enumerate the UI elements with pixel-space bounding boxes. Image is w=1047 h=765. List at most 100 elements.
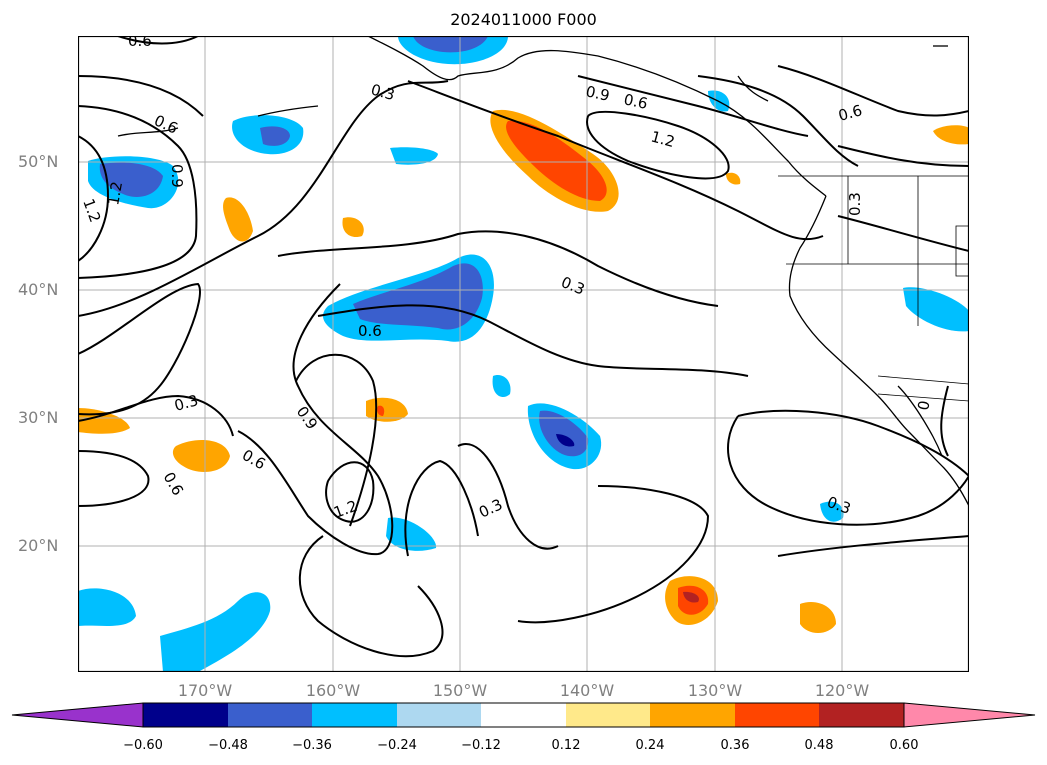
coastline bbox=[367, 36, 827, 197]
contour-label: 0.6 bbox=[151, 111, 180, 137]
coastline bbox=[897, 385, 943, 457]
colorbar-segment bbox=[650, 703, 735, 727]
contour-label: 0.6 bbox=[836, 101, 864, 125]
contour-line bbox=[78, 80, 449, 317]
coastline bbox=[257, 105, 319, 117]
contour-label: 0.9 bbox=[168, 164, 186, 188]
negative-anomaly-region bbox=[390, 147, 438, 165]
colorbar-tick: 0.24 bbox=[635, 738, 665, 753]
lon-label: 160°W bbox=[305, 681, 361, 700]
colorbar-extend-low bbox=[11, 702, 144, 728]
contour-label: 1.2 bbox=[79, 196, 104, 225]
lat-label: 20°N bbox=[18, 536, 59, 555]
colorbar-segment bbox=[566, 703, 650, 727]
colorbar-tick: −0.48 bbox=[208, 738, 248, 753]
contour-line bbox=[407, 80, 824, 241]
map-border bbox=[78, 36, 969, 672]
contour-label: 0.3 bbox=[846, 192, 864, 216]
positive-anomaly-region bbox=[683, 591, 699, 603]
negative-anomaly-region bbox=[386, 517, 437, 551]
lon-label: 150°W bbox=[432, 681, 488, 700]
contour-line bbox=[298, 535, 444, 658]
graticule bbox=[78, 36, 969, 672]
colorbar-tick: −0.36 bbox=[292, 738, 332, 753]
lat-label: 50°N bbox=[18, 152, 59, 171]
contour-line bbox=[78, 75, 204, 117]
contour-line bbox=[697, 75, 859, 167]
contour-label: 1.2 bbox=[331, 497, 360, 522]
contour-line bbox=[837, 145, 969, 167]
contour-line bbox=[325, 461, 375, 523]
contour-label: 0.3 bbox=[369, 80, 397, 104]
positive-anomaly-region bbox=[377, 405, 385, 416]
positive-anomaly-region bbox=[223, 197, 253, 242]
positive-anomaly-region bbox=[172, 440, 230, 472]
contour-label: 1.2 bbox=[104, 180, 126, 207]
colorbar-segment bbox=[735, 703, 819, 727]
map-panel: 0.6 0.6 0.3 0.9 0.6 1.2 0.6 1.2 0.9 1.2 … bbox=[78, 36, 969, 672]
colorbar-tick: 0.48 bbox=[804, 738, 834, 753]
negative-anomaly-region bbox=[539, 410, 589, 457]
contour-label: 0.6 bbox=[239, 446, 269, 474]
lat-label: 30°N bbox=[18, 408, 59, 427]
lon-label: 130°W bbox=[687, 681, 743, 700]
negative-anomaly-region bbox=[260, 126, 290, 146]
positive-anomaly-region bbox=[78, 408, 130, 434]
state-border bbox=[955, 225, 969, 277]
colorbar-tick: −0.12 bbox=[461, 738, 501, 753]
colorbar-segment bbox=[228, 703, 312, 727]
contour-line bbox=[837, 215, 969, 252]
lat-label: 40°N bbox=[18, 280, 59, 299]
positive-anomaly-region bbox=[342, 217, 364, 238]
contour-line bbox=[78, 394, 234, 437]
lon-label: 140°W bbox=[559, 681, 615, 700]
contour-line bbox=[78, 135, 110, 262]
figure-title: 2024011000 F000 bbox=[450, 10, 597, 29]
contour-line bbox=[727, 415, 969, 526]
contour-line bbox=[404, 459, 479, 557]
contour-label-layer: 0.6 0.6 0.3 0.9 0.6 1.2 0.6 1.2 0.9 1.2 … bbox=[79, 36, 933, 522]
contour-layer bbox=[78, 36, 969, 658]
contour-line bbox=[78, 450, 150, 507]
contour-line bbox=[237, 283, 394, 556]
contour-line bbox=[777, 65, 969, 117]
negative-anomaly-region bbox=[903, 287, 969, 332]
contour-label: 0.9 bbox=[584, 82, 611, 105]
contour-label: 0 bbox=[914, 399, 933, 412]
negative-anomaly-region bbox=[820, 501, 844, 522]
positive-anomaly-region bbox=[933, 125, 969, 145]
negative-anomaly-region bbox=[99, 162, 163, 197]
contour-label: 0.6 bbox=[160, 469, 188, 499]
colorbar-tick: 0.60 bbox=[889, 738, 919, 753]
contour-label: 0.9 bbox=[293, 403, 321, 433]
colorbar-segment bbox=[143, 703, 228, 727]
negative-anomaly-region bbox=[556, 434, 575, 447]
coastline-layer bbox=[117, 36, 969, 507]
colorbar-segment bbox=[819, 703, 904, 727]
contour-line bbox=[317, 304, 749, 377]
contour-line bbox=[577, 75, 809, 137]
contour-label: 0.6 bbox=[128, 36, 152, 50]
coastline bbox=[117, 127, 179, 137]
colorbar-extend-high bbox=[903, 702, 1036, 728]
colorbar-segment bbox=[397, 703, 481, 727]
contour-line bbox=[78, 105, 198, 279]
positive-anomaly-region bbox=[800, 602, 836, 633]
colorbar-segment bbox=[481, 703, 566, 727]
coastline bbox=[737, 75, 769, 102]
contour-line bbox=[517, 485, 710, 624]
colorbar-tick: −0.60 bbox=[123, 738, 163, 753]
contour-label: 0.3 bbox=[559, 273, 588, 299]
negative-anomaly-region bbox=[78, 588, 136, 626]
state-border bbox=[877, 375, 969, 385]
contour-line bbox=[117, 36, 199, 45]
contour-line bbox=[277, 230, 719, 307]
coastline bbox=[788, 195, 969, 507]
negative-anomaly-region bbox=[353, 263, 483, 330]
colorbar-tick: −0.24 bbox=[377, 738, 417, 753]
contour-label: 0.3 bbox=[476, 495, 505, 521]
negative-anomaly-region bbox=[492, 375, 511, 397]
contour-line bbox=[457, 443, 559, 550]
contour-line bbox=[78, 282, 201, 416]
contour-line bbox=[737, 409, 969, 477]
